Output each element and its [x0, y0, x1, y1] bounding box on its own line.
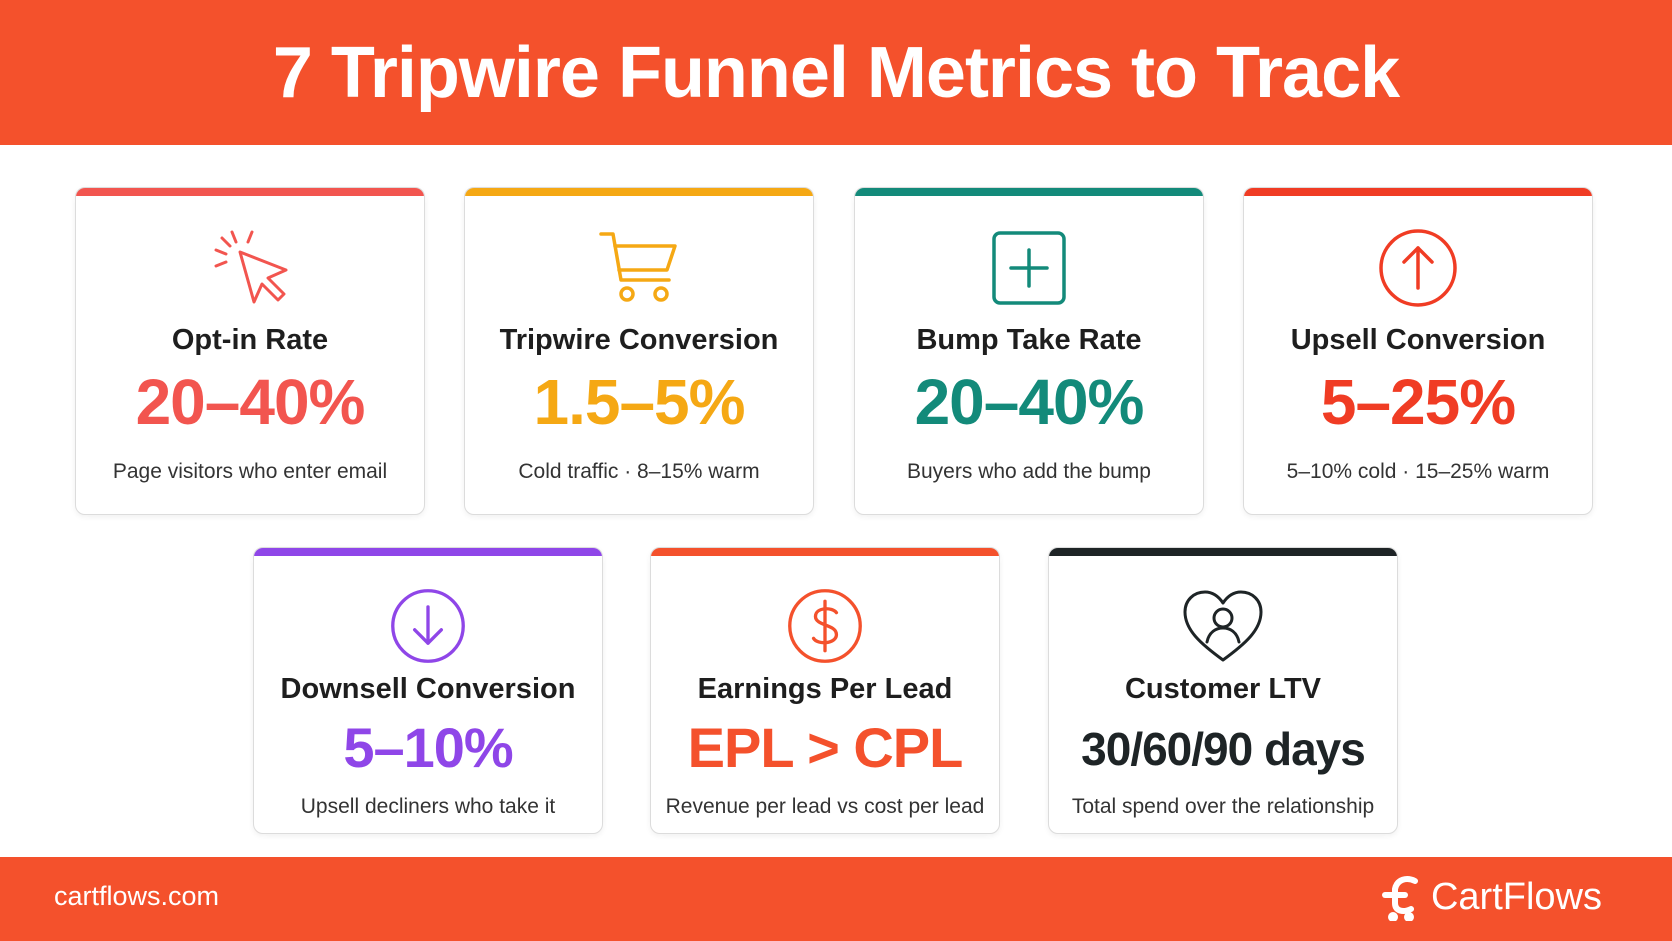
metric-value: 1.5–5%	[533, 366, 745, 438]
plus-square-icon	[987, 226, 1071, 310]
footer-bar: cartflows.com CartFlows	[0, 857, 1672, 941]
metric-card-earnings-per-lead: Earnings Per Lead EPL > CPL Revenue per …	[650, 547, 1000, 834]
metric-card-downsell-conversion: Downsell Conversion 5–10% Upsell decline…	[253, 547, 603, 834]
page-title: 7 Tripwire Funnel Metrics to Track	[272, 32, 1400, 113]
shopping-cart-icon	[597, 226, 681, 310]
metric-value: 30/60/90 days	[1081, 723, 1366, 775]
metric-description: Page visitors who enter email	[112, 460, 388, 483]
card-accent-bar	[254, 548, 602, 556]
metric-title: Customer LTV	[1124, 673, 1322, 705]
metric-value: 20–40%	[914, 366, 1145, 438]
metric-value: 20–40%	[135, 366, 366, 438]
cartflows-logo-icon	[1381, 876, 1418, 921]
brand-logo: CartFlows	[1379, 873, 1602, 921]
dollar-circle-icon	[783, 584, 867, 668]
heart-user-icon	[1181, 584, 1265, 668]
card-accent-bar	[1244, 188, 1592, 196]
metric-title: Earnings Per Lead	[697, 673, 953, 705]
card-accent-bar	[855, 188, 1203, 196]
footer-site-link[interactable]: cartflows.com	[54, 881, 220, 911]
metric-card-opt-in-rate: Opt-in Rate 20–40% Page visitors who ent…	[75, 187, 425, 515]
metric-card-bump-take-rate: Bump Take Rate 20–40% Buyers who add the…	[854, 187, 1204, 515]
card-accent-bar	[1049, 548, 1397, 556]
metric-title: Upsell Conversion	[1290, 324, 1546, 356]
metric-description: Revenue per lead vs cost per lead	[665, 795, 985, 818]
metric-title: Bump Take Rate	[916, 324, 1142, 356]
metric-card-customer-ltv: Customer LTV 30/60/90 days Total spend o…	[1048, 547, 1398, 834]
card-accent-bar	[465, 188, 813, 196]
metric-value: 5–25%	[1320, 366, 1516, 438]
metric-description: Total spend over the relationship	[1071, 795, 1375, 818]
header-banner: 7 Tripwire Funnel Metrics to Track	[0, 0, 1672, 145]
cursor-click-icon	[208, 226, 292, 310]
arrow-up-circle-icon	[1376, 226, 1460, 310]
metric-title: Tripwire Conversion	[499, 324, 779, 356]
card-accent-bar	[651, 548, 999, 556]
metric-value: EPL > CPL	[687, 716, 964, 779]
arrow-down-circle-icon	[386, 584, 470, 668]
metric-description: 5–10% cold · 15–25% warm	[1286, 460, 1550, 483]
card-accent-bar	[76, 188, 424, 196]
brand-name: CartFlows	[1430, 875, 1602, 918]
metric-value: 5–10%	[343, 716, 513, 779]
metric-description: Upsell decliners who take it	[300, 795, 556, 818]
metric-description: Cold traffic · 8–15% warm	[518, 460, 760, 483]
metric-card-tripwire-conversion: Tripwire Conversion 1.5–5% Cold traffic …	[464, 187, 814, 515]
metric-description: Buyers who add the bump	[907, 460, 1151, 483]
metric-card-upsell-conversion: Upsell Conversion 5–25% 5–10% cold · 15–…	[1243, 187, 1593, 515]
metric-title: Downsell Conversion	[280, 673, 576, 705]
metric-title: Opt-in Rate	[171, 324, 329, 356]
